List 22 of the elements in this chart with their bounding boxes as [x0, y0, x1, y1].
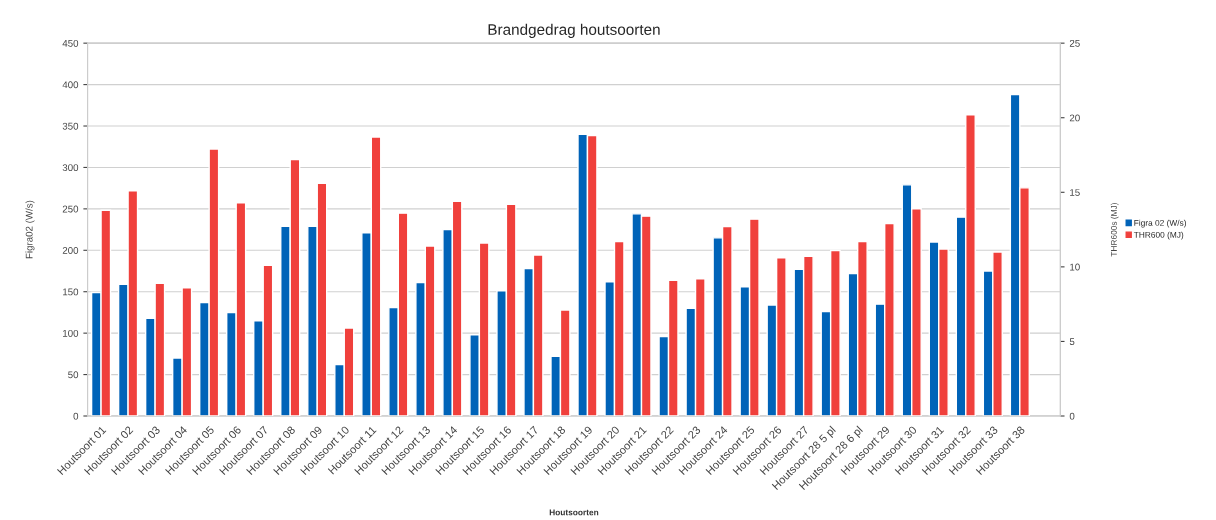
- y-tick-label: 350: [62, 122, 79, 130]
- y2-tick-label: 10: [1070, 263, 1080, 271]
- y-tick-label: 200: [62, 247, 79, 254]
- chart-title: Brandgedrag houtsoorten: [488, 23, 660, 38]
- legend-label: THR600 (MJ): [1133, 231, 1184, 240]
- y-tick-label: 300: [62, 164, 79, 172]
- y-tick-label: 0: [73, 412, 79, 420]
- y-axis-title: Figra02 (W/s): [25, 200, 35, 259]
- x-axis-title: Houtsoorten: [549, 509, 599, 516]
- y2-tick-label: 0: [1069, 412, 1075, 420]
- y2-tick-label: 25: [1069, 39, 1080, 47]
- y2-tick-label: 20: [1069, 114, 1080, 122]
- y2-tick-label: 5: [1069, 338, 1075, 346]
- y-tick-label: 150: [63, 288, 79, 296]
- y2-tick-label: 15: [1070, 189, 1080, 196]
- y-tick-label: 400: [62, 81, 79, 89]
- y2-axis-title: THR600s (MJ): [1110, 203, 1119, 257]
- y-tick-label: 250: [62, 205, 79, 213]
- y-tick-label: 100: [63, 329, 79, 337]
- y-tick-label: 50: [68, 371, 79, 379]
- legend-label: Figra 02 (W/s): [1134, 219, 1186, 228]
- y-tick-label: 450: [62, 39, 79, 47]
